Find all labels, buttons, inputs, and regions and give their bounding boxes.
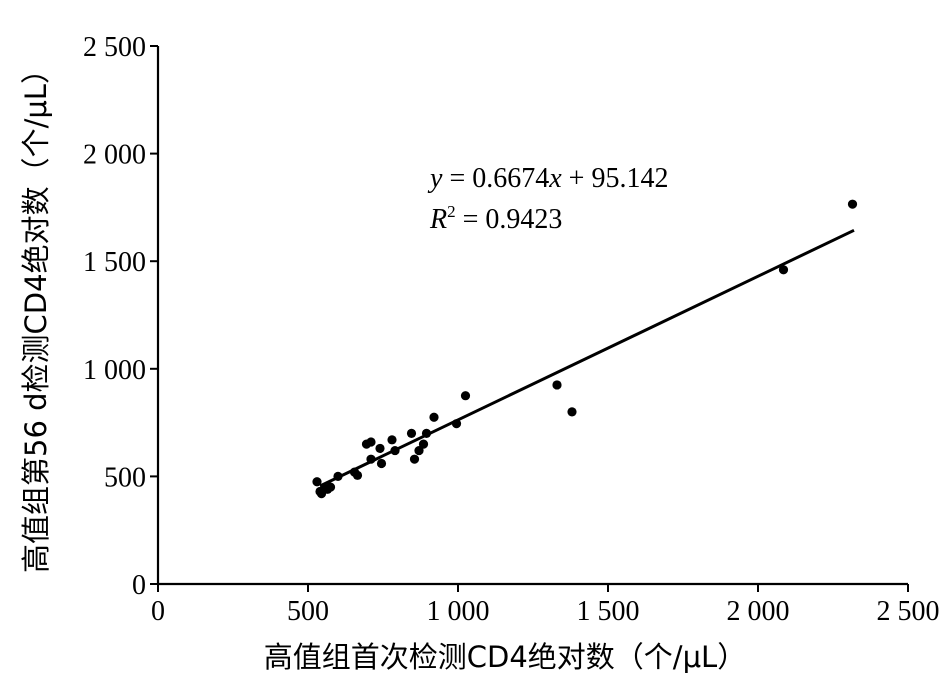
y-axis-title: 高值组第56 d检测CD4绝对数（个/μL） xyxy=(19,55,53,573)
ticks: 0 500 1 000 1 500 2 000 2 500 0 500 1 000 1 500 2 … xyxy=(83,32,940,627)
data-point xyxy=(409,454,420,464)
y-tick-label: 1 000 xyxy=(83,355,146,386)
data-point xyxy=(418,439,429,449)
x-tick-label: 0 xyxy=(151,596,165,627)
data-point xyxy=(552,380,562,390)
equation-y-symbol: y xyxy=(427,163,443,194)
equation-intercept: + 95.142 xyxy=(562,163,669,194)
data-point xyxy=(567,407,577,417)
x-tick-label: 2 500 xyxy=(877,596,940,627)
data-point xyxy=(375,443,385,454)
r-squared-symbol: R xyxy=(429,204,447,235)
data-point xyxy=(847,199,858,209)
data-point xyxy=(429,412,439,422)
data-point xyxy=(387,435,397,445)
y-tick-label: 2 000 xyxy=(83,140,146,171)
equation-x-symbol: x xyxy=(548,163,562,194)
x-axis-title: 高值组首次检测CD4绝对数（个/μL） xyxy=(264,640,746,674)
data-point xyxy=(325,482,336,492)
data-point xyxy=(312,477,322,487)
data-point xyxy=(460,391,471,401)
y-tick-label: 1 500 xyxy=(83,247,146,278)
y-tick-label: 2 500 xyxy=(83,32,146,63)
x-tick-label: 1 000 xyxy=(427,596,490,627)
y-tick-label: 0 xyxy=(132,570,146,601)
data-points xyxy=(312,199,858,499)
data-point xyxy=(352,470,363,480)
r-squared-superscript: 2 xyxy=(447,202,456,221)
data-point xyxy=(778,265,789,275)
regression-equation: y = 0.6674x + 95.142 xyxy=(427,163,668,194)
x-tick-label: 500 xyxy=(287,596,329,627)
x-tick-label: 2 000 xyxy=(727,596,790,627)
r-squared-label: R2 = 0.9423 xyxy=(429,202,562,235)
r-squared-value: = 0.9423 xyxy=(456,204,563,235)
axes xyxy=(156,46,908,586)
regression-line xyxy=(319,228,855,488)
data-point xyxy=(376,458,387,469)
y-tick-label: 500 xyxy=(104,462,146,493)
data-point xyxy=(414,445,424,456)
data-point xyxy=(406,428,417,438)
x-tick-label: 1 500 xyxy=(577,596,640,627)
data-point xyxy=(366,437,376,447)
equation-slope: = 0.6674 xyxy=(442,163,549,194)
